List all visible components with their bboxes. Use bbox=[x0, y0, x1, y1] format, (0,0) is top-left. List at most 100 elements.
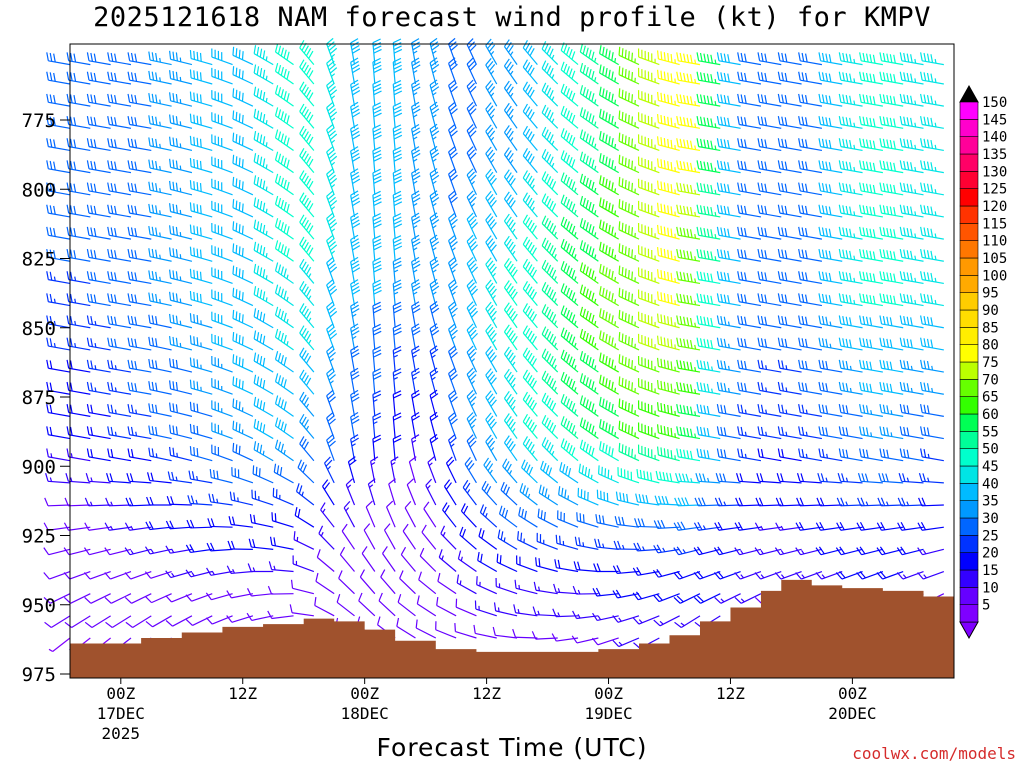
wind-barb bbox=[232, 332, 254, 351]
barb-staff bbox=[922, 367, 944, 373]
barb-staff bbox=[392, 128, 396, 151]
barb-staff bbox=[779, 434, 802, 440]
wind-barb bbox=[396, 617, 416, 639]
wind-barb bbox=[838, 448, 863, 462]
wind-barb bbox=[64, 497, 91, 507]
wind-barb bbox=[145, 593, 172, 604]
wind-barb bbox=[466, 146, 477, 173]
wind-barb bbox=[124, 570, 152, 580]
colorbar-swatch bbox=[959, 500, 979, 519]
wind-barb bbox=[232, 154, 254, 174]
wind-barb bbox=[372, 80, 382, 107]
wind-barb bbox=[66, 248, 91, 262]
barb-staff bbox=[739, 168, 762, 174]
barb-staff bbox=[392, 84, 396, 107]
wind-barb bbox=[818, 182, 843, 196]
wind-barb bbox=[429, 256, 440, 284]
credit-link[interactable]: coolwx.com/models bbox=[852, 744, 1016, 763]
wind-barb bbox=[579, 439, 599, 462]
barb-staff bbox=[211, 476, 233, 484]
barb-staff bbox=[372, 283, 376, 306]
barb-staff bbox=[485, 45, 498, 65]
barb-staff bbox=[779, 389, 802, 395]
barb-staff bbox=[169, 503, 192, 506]
barb-staff bbox=[109, 256, 132, 262]
barb-staff bbox=[478, 535, 498, 550]
barb-staff bbox=[638, 75, 660, 85]
wind-barb bbox=[211, 48, 233, 66]
wind-barb bbox=[560, 128, 579, 151]
barb-staff bbox=[698, 345, 721, 351]
barb-staff bbox=[901, 367, 924, 373]
barb-staff bbox=[698, 301, 721, 307]
barb-staff bbox=[698, 60, 721, 66]
barb-staff bbox=[69, 570, 91, 580]
wind-barb bbox=[483, 457, 498, 484]
barb-staff bbox=[211, 231, 233, 240]
barb-staff bbox=[275, 447, 294, 462]
wind-barb bbox=[148, 447, 172, 462]
barb-staff bbox=[170, 211, 193, 218]
wind-barb bbox=[656, 69, 680, 85]
barb-staff bbox=[577, 495, 599, 506]
barb-staff bbox=[861, 234, 883, 240]
barb-staff bbox=[820, 212, 843, 218]
wind-barb bbox=[372, 257, 382, 284]
wind-barb bbox=[592, 612, 619, 621]
wind-barb bbox=[148, 336, 172, 351]
barb-staff bbox=[739, 79, 762, 85]
barb-staff bbox=[150, 570, 172, 579]
wind-barb bbox=[43, 522, 71, 531]
barb-staff bbox=[820, 434, 843, 440]
wind-barb bbox=[815, 570, 843, 580]
barb-staff bbox=[130, 570, 152, 580]
wind-barb bbox=[299, 436, 315, 462]
barb-staff bbox=[881, 456, 904, 462]
wind-barb bbox=[318, 525, 335, 550]
wind-barb bbox=[838, 226, 863, 240]
barb-staff bbox=[190, 121, 213, 129]
wind-barb bbox=[46, 71, 71, 85]
barb-staff bbox=[922, 212, 944, 218]
barb-staff bbox=[232, 207, 254, 218]
wind-barb bbox=[167, 471, 193, 484]
barb-staff bbox=[68, 256, 91, 262]
y-tick-label: 900 bbox=[22, 456, 56, 478]
wind-barb bbox=[429, 301, 440, 328]
wind-barb bbox=[560, 327, 579, 351]
barb-staff bbox=[901, 434, 924, 440]
barb-staff bbox=[211, 386, 233, 395]
wind-barb bbox=[127, 337, 152, 351]
y-tick-label: 800 bbox=[22, 179, 56, 201]
barb-staff bbox=[881, 256, 904, 262]
barb-staff bbox=[638, 430, 660, 440]
wind-barb bbox=[485, 124, 498, 151]
barb-staff bbox=[253, 404, 274, 417]
wind-barb bbox=[347, 456, 357, 484]
barb-staff bbox=[580, 270, 599, 284]
wind-barb bbox=[757, 93, 782, 107]
barb-staff bbox=[638, 297, 660, 307]
barb-staff bbox=[411, 261, 417, 284]
wind-barb bbox=[553, 583, 579, 595]
colorbar-swatch bbox=[959, 136, 979, 155]
barb-staff bbox=[129, 190, 152, 196]
barb-staff bbox=[88, 279, 111, 285]
barb-staff bbox=[68, 389, 91, 395]
wind-barb bbox=[714, 521, 741, 531]
wind-barb bbox=[503, 235, 518, 262]
barb-staff bbox=[372, 62, 376, 85]
wind-barb bbox=[637, 333, 660, 351]
barb-staff bbox=[901, 234, 924, 240]
wind-barb bbox=[696, 248, 721, 262]
wind-barb bbox=[107, 248, 132, 262]
barb-staff bbox=[48, 101, 71, 107]
barb-staff bbox=[576, 637, 599, 644]
x-tick-year: 2025 bbox=[102, 724, 141, 743]
wind-barb bbox=[273, 463, 294, 484]
wind-barb bbox=[388, 478, 396, 506]
wind-barb bbox=[127, 248, 152, 262]
barb-staff bbox=[396, 625, 416, 639]
barb-staff bbox=[800, 79, 823, 85]
barb-staff bbox=[400, 554, 416, 572]
